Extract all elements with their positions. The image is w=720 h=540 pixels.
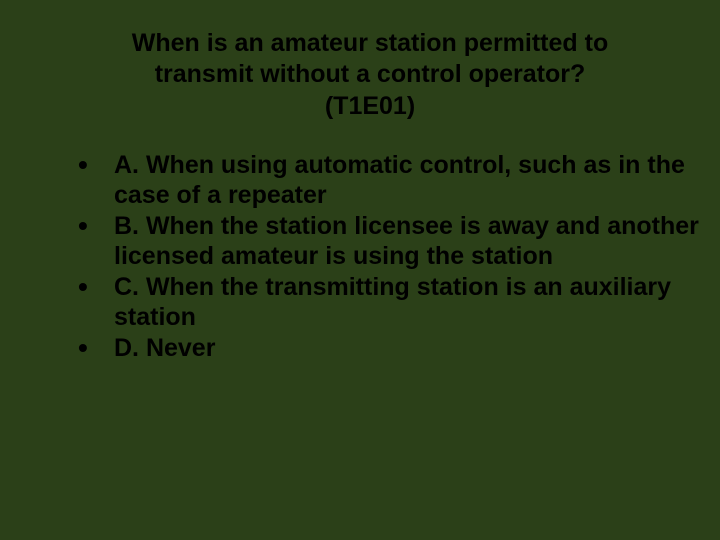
slide: When is an amateur station permitted to … bbox=[0, 0, 720, 540]
title-line-1: When is an amateur station permitted to bbox=[132, 29, 608, 57]
title-line-2: transmit without a control operator? bbox=[155, 60, 586, 88]
answer-option-d: D. Never bbox=[78, 333, 720, 364]
answer-text: D. Never bbox=[114, 334, 215, 362]
answer-option-b: B. When the station licensee is away and… bbox=[78, 211, 720, 272]
answer-text: C. When the transmitting station is an a… bbox=[114, 273, 671, 332]
answer-text: A. When using automatic control, such as… bbox=[114, 151, 685, 210]
answer-option-a: A. When using automatic control, such as… bbox=[78, 150, 720, 211]
answer-text: B. When the station licensee is away and… bbox=[114, 212, 699, 271]
question-title: When is an amateur station permitted to … bbox=[0, 28, 720, 122]
answer-option-c: C. When the transmitting station is an a… bbox=[78, 272, 720, 333]
answer-list: A. When using automatic control, such as… bbox=[0, 122, 720, 364]
title-line-3: (T1E01) bbox=[325, 92, 415, 120]
